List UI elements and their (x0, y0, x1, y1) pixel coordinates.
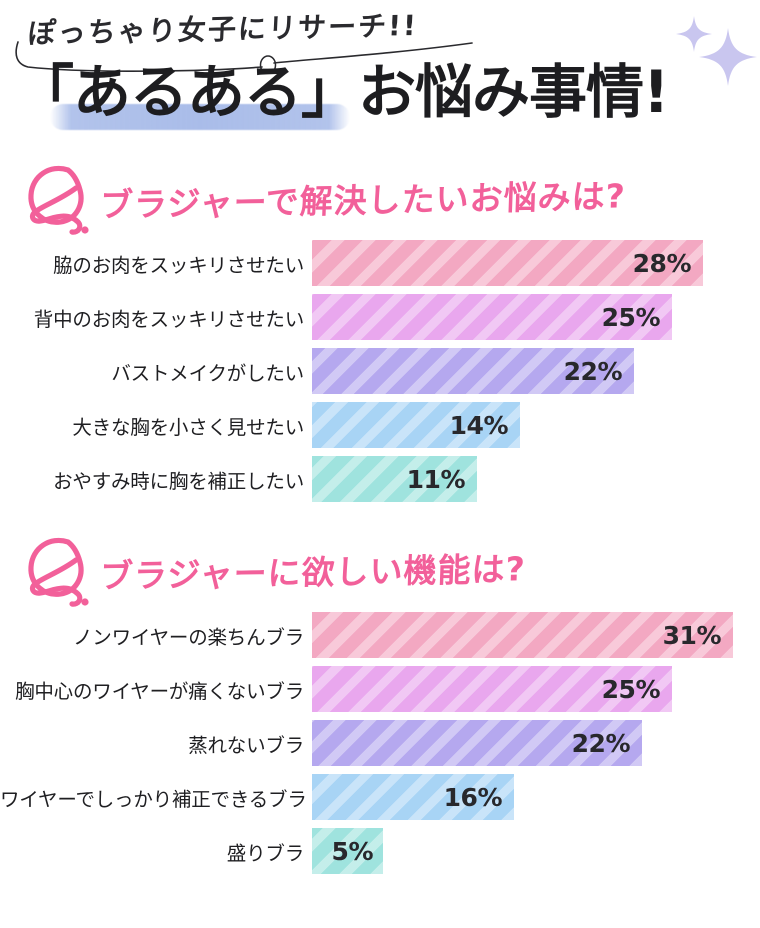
chart-row: 蒸れないブラ 22% (0, 720, 760, 766)
bar-label: 大きな胸を小さく見せたい (72, 415, 304, 439)
bar: 16% (312, 774, 514, 820)
chart-row: おやすみ時に胸を補正したい 11% (0, 456, 760, 502)
bar-value: 22% (563, 356, 623, 386)
question-section-1: ブラジャーで解決したいお悩みは? 脇のお肉をスッキリさせたい 28% 背中のお肉… (0, 156, 760, 502)
page-title: 「あるある」お悩み事情! (16, 58, 669, 126)
chart-row: 背中のお肉をスッキリさせたい 25% (0, 294, 760, 340)
bar: 14% (312, 402, 520, 448)
question-header-2: ブラジャーに欲しい機能は? (0, 528, 760, 612)
bar-label: おやすみ時に胸を補正したい (53, 469, 304, 493)
bar-label: 脇のお肉をスッキリさせたい (53, 253, 304, 277)
sparkle-large-icon (699, 28, 757, 86)
chart-2-rows: ノンワイヤーの楽ちんブラ 31% 胸中心のワイヤーが痛くないブラ 25% 蒸れな… (0, 612, 760, 874)
bar: 31% (312, 612, 733, 658)
question-section-2: ブラジャーに欲しい機能は? ノンワイヤーの楽ちんブラ 31% 胸中心のワイヤーが… (0, 528, 760, 874)
bar: 25% (312, 666, 672, 712)
kicker-caption: ぽっちゃり女子にリサーチ!! (26, 8, 419, 51)
sparkle-small-icon (676, 16, 712, 52)
q-mark-icon (28, 165, 89, 235)
bar: 5% (312, 828, 383, 874)
bar: 22% (312, 720, 642, 766)
chart-row: ノンワイヤーの楽ちんブラ 31% (0, 612, 760, 658)
bar-label: 蒸れないブラ (188, 733, 304, 757)
bar: 25% (312, 294, 672, 340)
bar-label: ノンワイヤーの楽ちんブラ (72, 625, 304, 649)
chart-row: 脇のお肉をスッキリさせたい 28% (0, 240, 760, 286)
bar-label: 背中のお肉をスッキリさせたい (33, 307, 304, 331)
bar-value: 25% (601, 674, 661, 704)
question-header-1: ブラジャーで解決したいお悩みは? (0, 156, 760, 240)
bar-label: ワイヤーでしっかり補正できるブラ (0, 787, 307, 811)
title-highlight-marker (50, 104, 350, 130)
bar-value: 31% (662, 620, 722, 650)
bar-value: 5% (331, 836, 374, 866)
bar: 11% (312, 456, 477, 502)
bar-label: バストメイクがしたい (111, 361, 304, 385)
chart-1-rows: 脇のお肉をスッキリさせたい 28% 背中のお肉をスッキリさせたい 25% バスト… (0, 240, 760, 502)
question-title-2: ブラジャーに欲しい機能は? (99, 549, 527, 596)
bar-label: 盛りブラ (226, 841, 304, 865)
chart-row: 大きな胸を小さく見せたい 14% (0, 402, 760, 448)
chart-row: ワイヤーでしっかり補正できるブラ 16% (0, 774, 760, 820)
bar: 22% (312, 348, 634, 394)
bar-value: 28% (632, 248, 692, 278)
main-title-wrap: 「あるある」お悩み事情! (16, 58, 669, 126)
q-mark-icon (28, 537, 89, 607)
chart-row: バストメイクがしたい 22% (0, 348, 760, 394)
chart-row: 胸中心のワイヤーが痛くないブラ 25% (0, 666, 760, 712)
chart-row: 盛りブラ 5% (0, 828, 760, 874)
bar: 28% (312, 240, 703, 286)
question-title-1: ブラジャーで解決したいお悩みは? (99, 176, 627, 225)
bar-value: 25% (601, 302, 661, 332)
bar-label: 胸中心のワイヤーが痛くないブラ (15, 679, 304, 703)
header: ぽっちゃり女子にリサーチ!! 「あるある」お悩み事情! (0, 0, 760, 150)
bar-value: 16% (443, 782, 503, 812)
bar-value: 11% (406, 464, 466, 494)
bar-value: 14% (449, 410, 509, 440)
bar-value: 22% (571, 728, 631, 758)
